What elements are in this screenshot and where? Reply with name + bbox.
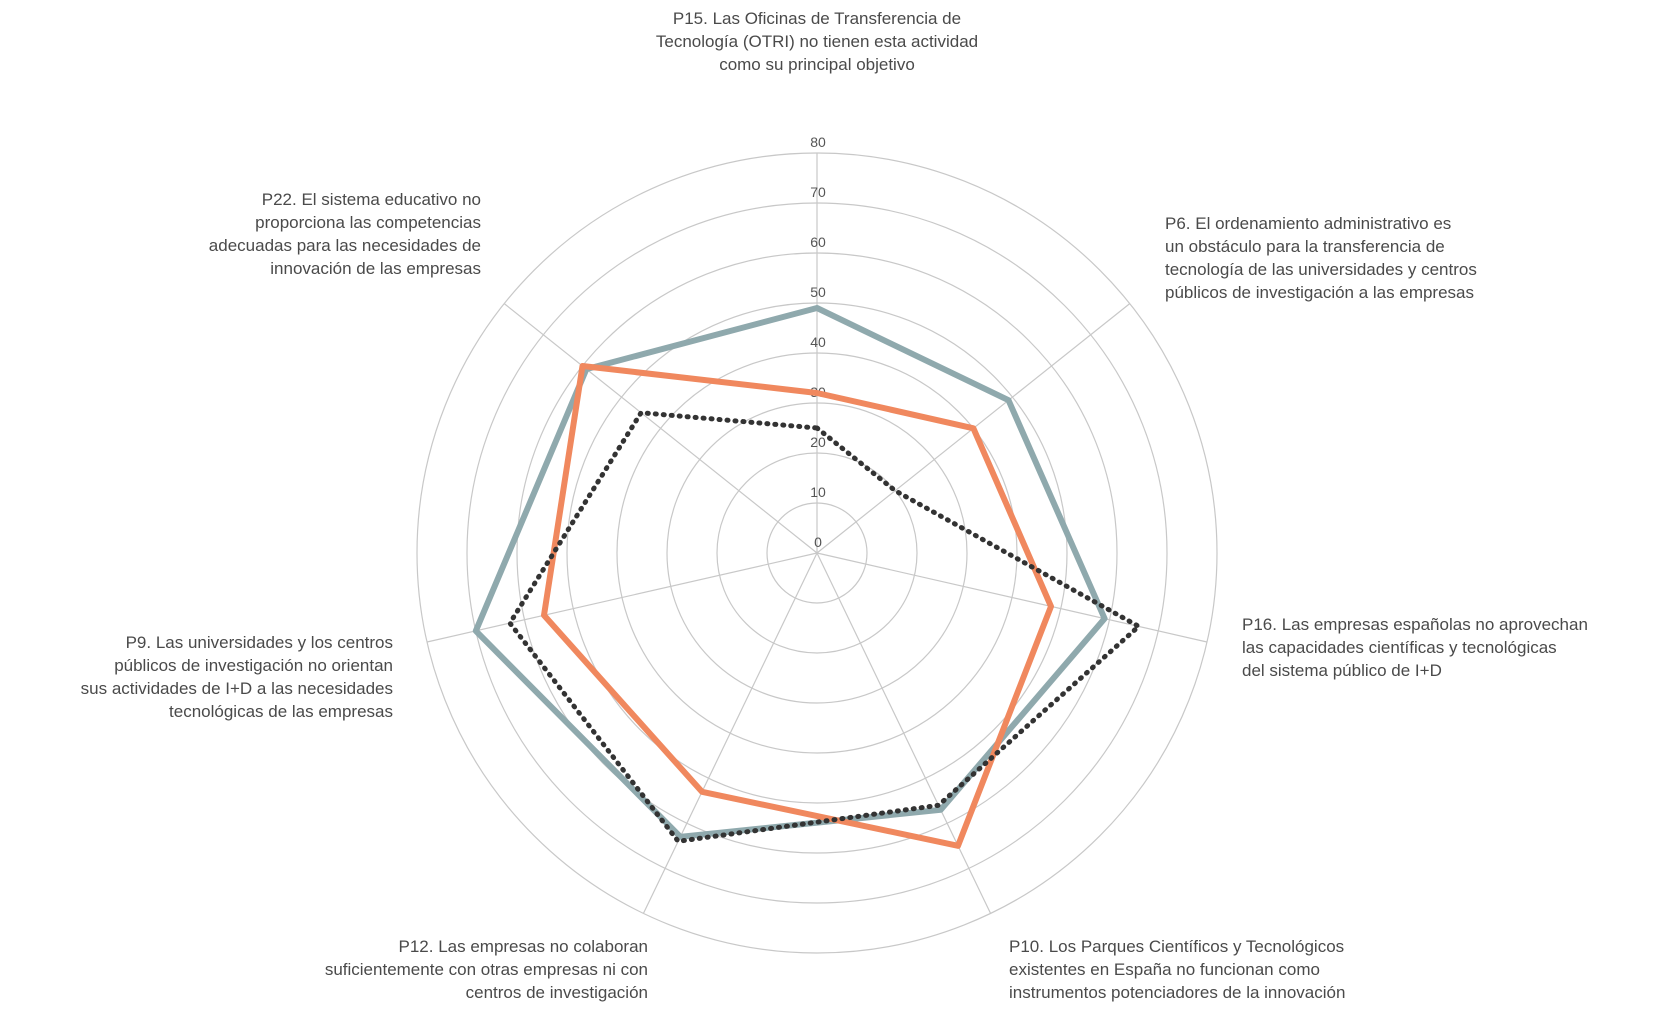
spoke-P9 bbox=[426, 552, 818, 643]
tick-label-0: 0 bbox=[814, 534, 822, 550]
axis-label-P22-line-1: P22. El sistema educativo no bbox=[262, 190, 481, 209]
axis-label-P10: P10. Los Parques Científicos y Tecnológi… bbox=[1009, 937, 1345, 1002]
tick-label-80: 80 bbox=[810, 134, 826, 150]
axis-label-P22-line-4: innovación de las empresas bbox=[270, 259, 481, 278]
axis-label-P10-line-2: existentes en España no funcionan como bbox=[1009, 960, 1320, 979]
axis-label-P10-line-1: P10. Los Parques Científicos y Tecnológi… bbox=[1009, 937, 1344, 956]
tick-label-20: 20 bbox=[810, 434, 826, 450]
tick-label-10: 10 bbox=[810, 484, 826, 500]
axis-label-P12: P12. Las empresas no colaboran suficiente… bbox=[325, 937, 648, 1002]
axis-label-P9-line-2: públicos de investigación no orientan bbox=[114, 656, 393, 675]
series-line-2 bbox=[541, 363, 1054, 849]
axis-label-P16: P16. Las empresas españolas no aprovecha… bbox=[1242, 615, 1588, 680]
axis-labels: P15. Las Oficinas de Transferencia de Tec… bbox=[81, 9, 1588, 1002]
axis-label-P9-line-4: tecnológicas de las empresas bbox=[169, 702, 393, 721]
radar-grid bbox=[416, 152, 1218, 954]
axis-label-P6-line-1: P6. El ordenamiento administrativo es bbox=[1165, 214, 1451, 233]
axis-label-P12-line-3: centros de investigación bbox=[466, 983, 648, 1002]
axis-label-P15-line-3: como su principal objetivo bbox=[719, 55, 915, 74]
tick-label-50: 50 bbox=[810, 284, 826, 300]
axis-label-P16-line-2: las capacidades científicas y tecnológic… bbox=[1242, 638, 1557, 657]
axis-label-P9-line-3: sus actividades de I+D a las necesidades bbox=[81, 679, 393, 698]
axis-label-P6: P6. El ordenamiento administrativo es un … bbox=[1165, 214, 1477, 302]
axis-label-P15-line-2: Tecnología (OTRI) no tienen esta activid… bbox=[656, 32, 978, 51]
axis-label-P16-line-3: del sistema público de I+D bbox=[1242, 661, 1442, 680]
axis-label-P22-line-2: proporciona las competencias bbox=[255, 213, 481, 232]
axis-label-P12-line-1: P12. Las empresas no colaboran bbox=[399, 937, 649, 956]
axis-label-P16-line-1: P16. Las empresas españolas no aprovecha… bbox=[1242, 615, 1588, 634]
tick-label-40: 40 bbox=[810, 334, 826, 350]
series-layer bbox=[472, 305, 1142, 849]
axis-label-P9-line-1: P9. Las universidades y los centros bbox=[126, 633, 393, 652]
tick-label-60: 60 bbox=[810, 234, 826, 250]
axis-label-P15: P15. Las Oficinas de Transferencia de Tec… bbox=[656, 9, 978, 74]
axis-label-P12-line-2: suficientemente con otras empresas ni co… bbox=[325, 960, 648, 979]
tick-label-70: 70 bbox=[810, 184, 826, 200]
axis-label-P6-line-4: públicos de investigación a las empresas bbox=[1165, 283, 1474, 302]
spoke-P10 bbox=[816, 552, 992, 914]
axis-label-P10-line-3: instrumentos potenciadores de la innovac… bbox=[1009, 983, 1345, 1002]
series-line-3 bbox=[507, 410, 1142, 844]
axis-label-P15-line-1: P15. Las Oficinas de Transferencia de bbox=[673, 9, 961, 28]
spoke-P22 bbox=[503, 303, 818, 554]
axis-label-P22-line-3: adecuadas para las necesidades de bbox=[209, 236, 481, 255]
axis-label-P9: P9. Las universidades y los centros públi… bbox=[81, 633, 393, 721]
axis-label-P22: P22. El sistema educativo no proporciona … bbox=[209, 190, 481, 278]
axis-label-P6-line-2: un obstáculo para la transferencia de bbox=[1165, 237, 1445, 256]
spoke-P12 bbox=[642, 552, 818, 914]
spoke-P16 bbox=[816, 552, 1208, 643]
axis-label-P6-line-3: tecnología de las universidades y centro… bbox=[1165, 260, 1477, 279]
